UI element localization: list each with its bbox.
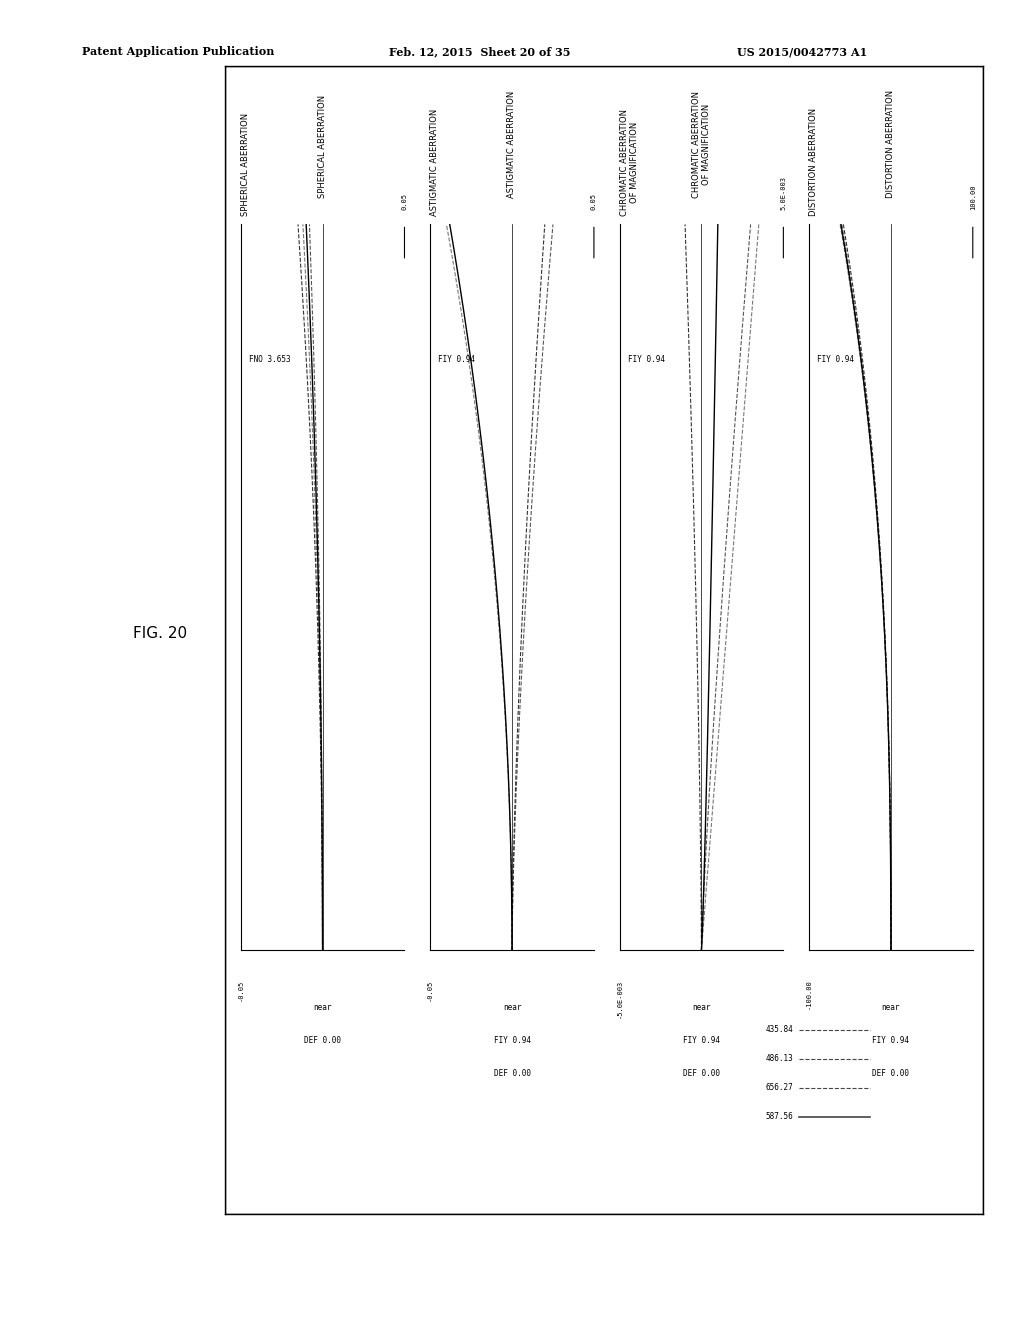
Text: Patent Application Publication: Patent Application Publication xyxy=(82,46,274,57)
Text: 0.05: 0.05 xyxy=(401,193,408,210)
Text: 0.05: 0.05 xyxy=(591,193,597,210)
Text: -100.00: -100.00 xyxy=(806,979,812,1010)
Text: SPHERICAL ABERRATION: SPHERICAL ABERRATION xyxy=(241,114,250,216)
Text: FIY 0.94: FIY 0.94 xyxy=(872,1036,909,1045)
Text: near: near xyxy=(882,1003,900,1012)
Text: Feb. 12, 2015  Sheet 20 of 35: Feb. 12, 2015 Sheet 20 of 35 xyxy=(389,46,570,57)
Text: ASTIGMATIC ABERRATION: ASTIGMATIC ABERRATION xyxy=(508,91,516,198)
Text: near: near xyxy=(692,1003,711,1012)
Text: 587.56: 587.56 xyxy=(766,1113,794,1121)
Text: DEF 0.00: DEF 0.00 xyxy=(683,1069,720,1078)
Text: near: near xyxy=(313,1003,332,1012)
Text: CHROMATIC ABERRATION
OF MAGNIFICATION: CHROMATIC ABERRATION OF MAGNIFICATION xyxy=(620,110,639,216)
Text: 100.00: 100.00 xyxy=(970,185,976,210)
Text: 486.13: 486.13 xyxy=(766,1055,794,1063)
Text: FIG. 20: FIG. 20 xyxy=(133,626,187,642)
Text: 435.84: 435.84 xyxy=(766,1026,794,1034)
Text: 656.27: 656.27 xyxy=(766,1084,794,1092)
Text: ASTIGMATIC ABERRATION: ASTIGMATIC ABERRATION xyxy=(430,108,439,216)
Text: DEF 0.00: DEF 0.00 xyxy=(494,1069,530,1078)
Text: -0.05: -0.05 xyxy=(427,979,433,1001)
Text: DISTORTION ABERRATION: DISTORTION ABERRATION xyxy=(887,90,895,198)
Text: FIY 0.94: FIY 0.94 xyxy=(438,355,475,364)
Text: -0.05: -0.05 xyxy=(238,979,244,1001)
Text: FIY 0.94: FIY 0.94 xyxy=(628,355,665,364)
Text: CHROMATIC ABERRATION
OF MAGNIFICATION: CHROMATIC ABERRATION OF MAGNIFICATION xyxy=(692,91,711,198)
Text: FIY 0.94: FIY 0.94 xyxy=(817,355,854,364)
Text: DEF 0.00: DEF 0.00 xyxy=(872,1069,909,1078)
Text: SPHERICAL ABERRATION: SPHERICAL ABERRATION xyxy=(318,95,327,198)
Text: US 2015/0042773 A1: US 2015/0042773 A1 xyxy=(737,46,867,57)
Text: 5.0E-003: 5.0E-003 xyxy=(780,176,786,210)
FancyBboxPatch shape xyxy=(225,66,983,1214)
Text: near: near xyxy=(503,1003,521,1012)
Text: DEF 0.00: DEF 0.00 xyxy=(304,1036,341,1045)
Text: FIY 0.94: FIY 0.94 xyxy=(683,1036,720,1045)
Text: FNO 3.653: FNO 3.653 xyxy=(249,355,291,364)
Text: FIY 0.94: FIY 0.94 xyxy=(494,1036,530,1045)
Text: -5.0E-003: -5.0E-003 xyxy=(616,979,623,1018)
Text: DISTORTION ABERRATION: DISTORTION ABERRATION xyxy=(809,108,818,216)
